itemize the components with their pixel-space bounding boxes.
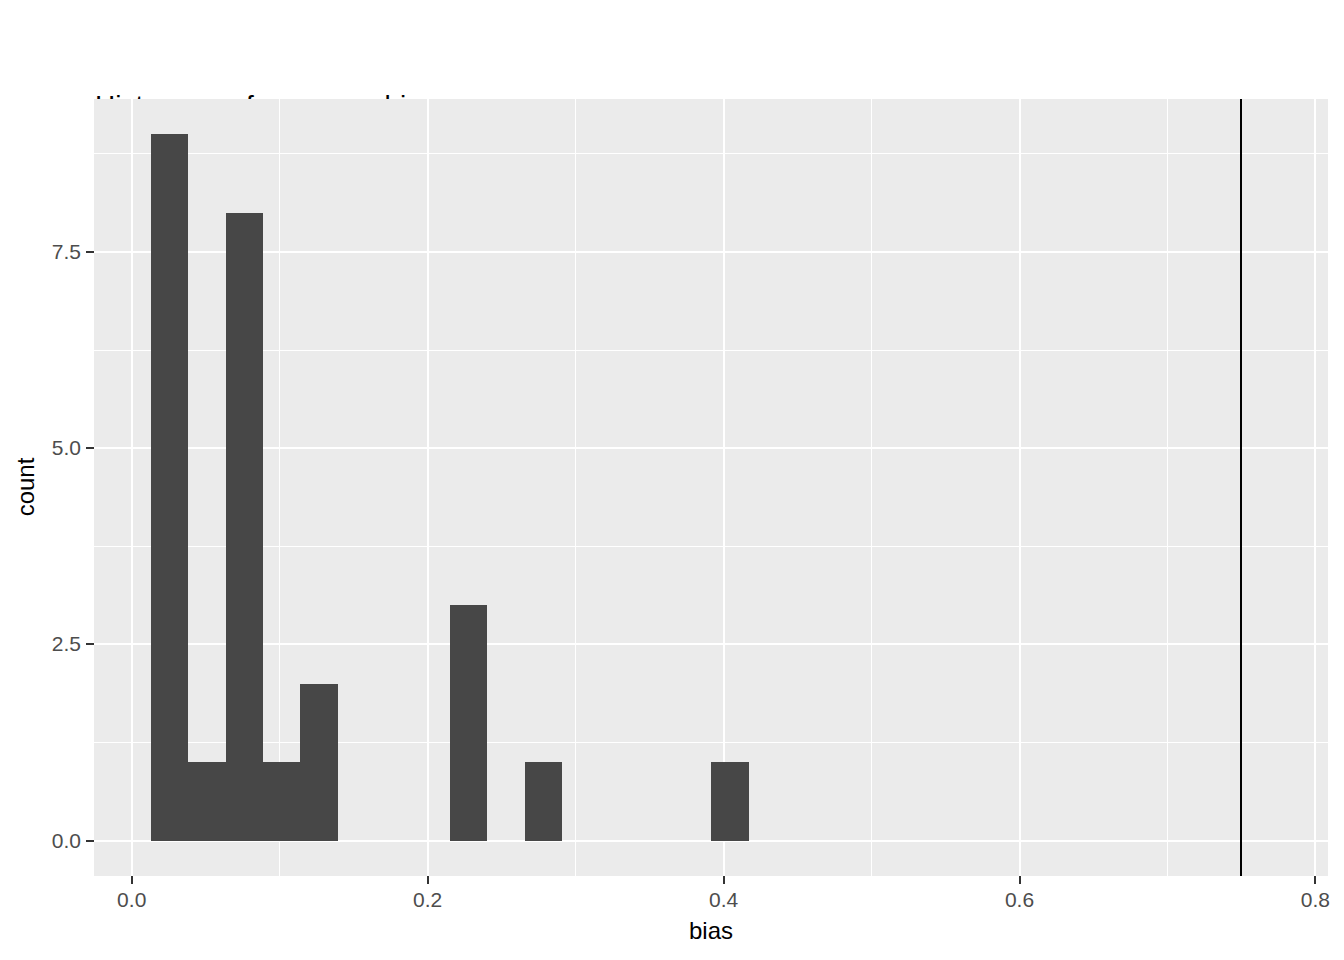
y-axis-title: count xyxy=(12,458,40,517)
histogram-bar xyxy=(525,762,562,840)
y-tick-mark xyxy=(86,447,94,449)
major-gridline-y xyxy=(94,447,1328,449)
major-gridline-x xyxy=(131,99,133,876)
minor-gridline-x xyxy=(1167,99,1168,876)
y-tick-label: 0.0 xyxy=(52,829,81,853)
minor-gridline-x xyxy=(279,99,280,876)
major-gridline-x xyxy=(1314,99,1316,876)
x-tick-mark xyxy=(723,876,725,884)
minor-gridline-y xyxy=(94,546,1328,547)
major-gridline-x xyxy=(427,99,429,876)
x-tick-label: 0.2 xyxy=(413,888,442,912)
x-tick-label: 0.4 xyxy=(709,888,738,912)
histogram-bar xyxy=(711,762,748,840)
x-tick-label: 0.0 xyxy=(117,888,146,912)
x-tick-label: 0.8 xyxy=(1301,888,1330,912)
y-tick-label: 2.5 xyxy=(52,632,81,656)
minor-gridline-y xyxy=(94,153,1328,154)
y-tick-mark xyxy=(86,643,94,645)
x-tick-mark xyxy=(427,876,429,884)
y-tick-label: 5.0 xyxy=(52,436,81,460)
major-gridline-x xyxy=(723,99,725,876)
x-tick-mark xyxy=(131,876,133,884)
histogram-bar xyxy=(151,134,188,840)
plot-panel xyxy=(94,99,1328,876)
reference-vline xyxy=(1240,99,1242,876)
x-axis-title: bias xyxy=(689,917,733,945)
histogram-bar xyxy=(188,762,225,840)
histogram-bar xyxy=(450,605,487,840)
major-gridline-y xyxy=(94,643,1328,645)
x-tick-label: 0.6 xyxy=(1005,888,1034,912)
y-tick-mark xyxy=(86,251,94,253)
minor-gridline-y xyxy=(94,350,1328,351)
y-tick-mark xyxy=(86,840,94,842)
x-tick-mark xyxy=(1314,876,1316,884)
minor-gridline-y xyxy=(94,742,1328,743)
histogram-bar xyxy=(263,762,300,840)
major-gridline-x xyxy=(1019,99,1021,876)
y-tick-label: 7.5 xyxy=(52,240,81,264)
histogram-bar xyxy=(226,213,263,841)
minor-gridline-x xyxy=(871,99,872,876)
major-gridline-y xyxy=(94,251,1328,253)
histogram-bar xyxy=(300,684,337,841)
minor-gridline-x xyxy=(575,99,576,876)
x-tick-mark xyxy=(1019,876,1021,884)
histogram-figure: Histogram of response bias for each subj… xyxy=(0,0,1344,960)
